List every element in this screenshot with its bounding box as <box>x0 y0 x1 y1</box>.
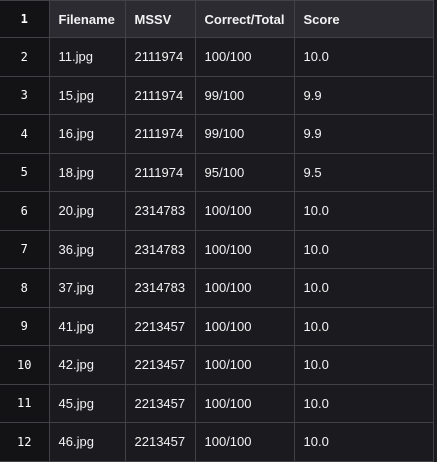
cell-filename[interactable]: 45.jpg <box>48 383 126 423</box>
cell-mssv[interactable]: 2111974 <box>124 37 196 77</box>
table-row: 2 11.jpg 2111974 100/100 10.0 <box>0 37 434 77</box>
cell-mssv[interactable]: 2111974 <box>124 114 196 154</box>
cell-score[interactable]: 9.9 <box>293 75 434 115</box>
cell-correct-total[interactable]: 100/100 <box>194 383 295 423</box>
cell-mssv[interactable]: 2314783 <box>124 191 196 231</box>
cell-filename[interactable]: 46.jpg <box>48 422 126 462</box>
cell-score[interactable]: 10.0 <box>293 37 434 77</box>
table-row: 8 37.jpg 2314783 100/100 10.0 <box>0 268 434 308</box>
row-number[interactable]: 10 <box>0 345 50 385</box>
column-header-filename[interactable]: Filename <box>48 0 126 38</box>
cell-filename[interactable]: 18.jpg <box>48 152 126 192</box>
row-number[interactable]: 2 <box>0 37 50 77</box>
cell-filename[interactable]: 36.jpg <box>48 229 126 269</box>
cell-score[interactable]: 10.0 <box>293 422 434 462</box>
cell-mssv[interactable]: 2111974 <box>124 152 196 192</box>
table-row: 11 45.jpg 2213457 100/100 10.0 <box>0 383 434 423</box>
header-row: 1 Filename MSSV Correct/Total Score <box>0 0 434 38</box>
cell-mssv[interactable]: 2213457 <box>124 306 196 346</box>
row-number[interactable]: 12 <box>0 422 50 462</box>
cell-correct-total[interactable]: 100/100 <box>194 422 295 462</box>
table-row: 12 46.jpg 2213457 100/100 10.0 <box>0 422 434 462</box>
cell-score[interactable]: 10.0 <box>293 345 434 385</box>
cell-score[interactable]: 10.0 <box>293 383 434 423</box>
column-header-correct-total[interactable]: Correct/Total <box>194 0 295 38</box>
cell-correct-total[interactable]: 99/100 <box>194 114 295 154</box>
cell-filename[interactable]: 42.jpg <box>48 345 126 385</box>
cell-filename[interactable]: 37.jpg <box>48 268 126 308</box>
table-row: 5 18.jpg 2111974 95/100 9.5 <box>0 152 434 192</box>
cell-score[interactable]: 9.9 <box>293 114 434 154</box>
cell-mssv[interactable]: 2111974 <box>124 75 196 115</box>
cell-correct-total[interactable]: 100/100 <box>194 268 295 308</box>
row-number[interactable]: 7 <box>0 229 50 269</box>
cell-filename[interactable]: 11.jpg <box>48 37 126 77</box>
table-row: 10 42.jpg 2213457 100/100 10.0 <box>0 345 434 385</box>
row-number[interactable]: 11 <box>0 383 50 423</box>
cell-correct-total[interactable]: 100/100 <box>194 306 295 346</box>
table-row: 3 15.jpg 2111974 99/100 9.9 <box>0 75 434 115</box>
cell-correct-total[interactable]: 100/100 <box>194 345 295 385</box>
cell-correct-total[interactable]: 100/100 <box>194 37 295 77</box>
table-row: 6 20.jpg 2314783 100/100 10.0 <box>0 191 434 231</box>
cell-score[interactable]: 10.0 <box>293 268 434 308</box>
row-number[interactable]: 4 <box>0 114 50 154</box>
cell-score[interactable]: 10.0 <box>293 229 434 269</box>
cell-score[interactable]: 9.5 <box>293 152 434 192</box>
cell-filename[interactable]: 20.jpg <box>48 191 126 231</box>
row-number[interactable]: 5 <box>0 152 50 192</box>
cell-mssv[interactable]: 2314783 <box>124 229 196 269</box>
table-row: 7 36.jpg 2314783 100/100 10.0 <box>0 229 434 269</box>
cell-filename[interactable]: 16.jpg <box>48 114 126 154</box>
cell-filename[interactable]: 15.jpg <box>48 75 126 115</box>
cell-mssv[interactable]: 2213457 <box>124 422 196 462</box>
cell-mssv[interactable]: 2213457 <box>124 345 196 385</box>
table-row: 4 16.jpg 2111974 99/100 9.9 <box>0 114 434 154</box>
column-header-score[interactable]: Score <box>293 0 434 38</box>
row-number[interactable]: 6 <box>0 191 50 231</box>
cell-score[interactable]: 10.0 <box>293 306 434 346</box>
cell-filename[interactable]: 41.jpg <box>48 306 126 346</box>
cell-correct-total[interactable]: 100/100 <box>194 191 295 231</box>
cell-mssv[interactable]: 2314783 <box>124 268 196 308</box>
table-row: 9 41.jpg 2213457 100/100 10.0 <box>0 306 434 346</box>
cell-mssv[interactable]: 2213457 <box>124 383 196 423</box>
row-number[interactable]: 3 <box>0 75 50 115</box>
cell-correct-total[interactable]: 95/100 <box>194 152 295 192</box>
row-number[interactable]: 8 <box>0 268 50 308</box>
cell-score[interactable]: 10.0 <box>293 191 434 231</box>
column-header-mssv[interactable]: MSSV <box>124 0 196 38</box>
cell-correct-total[interactable]: 100/100 <box>194 229 295 269</box>
row-number[interactable]: 1 <box>0 0 50 38</box>
row-number[interactable]: 9 <box>0 306 50 346</box>
cell-correct-total[interactable]: 99/100 <box>194 75 295 115</box>
